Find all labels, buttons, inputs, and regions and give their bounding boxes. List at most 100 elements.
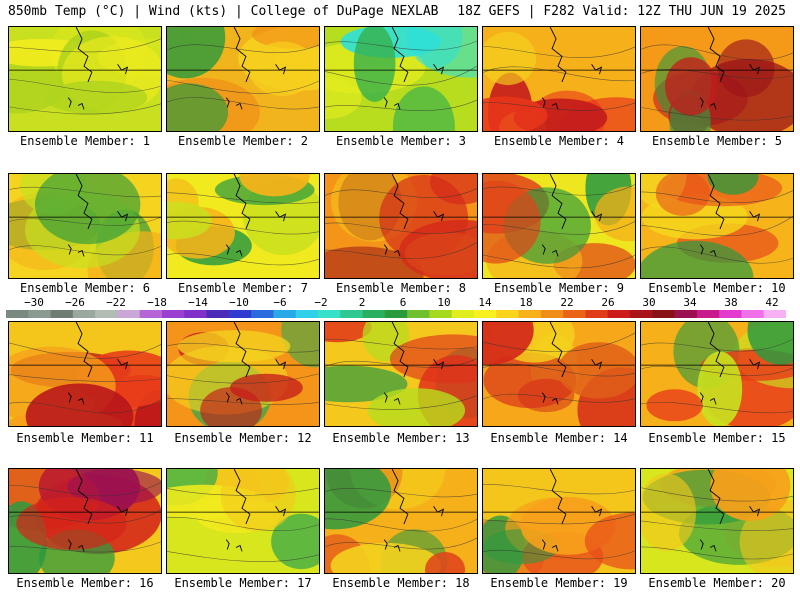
ensemble-map-10 bbox=[640, 173, 794, 279]
ensemble-member-label: Ensemble Member: 1 bbox=[19, 134, 151, 148]
ensemble-member-label: Ensemble Member: 7 bbox=[177, 281, 309, 295]
colorbar-swatch bbox=[585, 310, 609, 318]
temperature-field bbox=[641, 322, 793, 426]
colorbar-swatch bbox=[50, 310, 74, 318]
colorbar-swatch bbox=[28, 310, 52, 318]
temperature-field bbox=[9, 469, 161, 573]
colorbar-tick-label: 14 bbox=[478, 296, 492, 309]
ensemble-member-label: Ensemble Member: 14 bbox=[490, 431, 628, 445]
temperature-field bbox=[167, 27, 319, 131]
ensemble-member-label: Ensemble Member: 12 bbox=[174, 431, 312, 445]
colorbar-swatch bbox=[318, 310, 341, 318]
ensemble-member-label: Ensemble Member: 16 bbox=[16, 576, 154, 590]
ensemble-map-1 bbox=[8, 26, 162, 132]
ensemble-member-label: Ensemble Member: 19 bbox=[490, 576, 628, 590]
ensemble-member-label: Ensemble Member: 18 bbox=[332, 576, 470, 590]
temperature-field bbox=[167, 322, 319, 426]
colorbar-swatch bbox=[340, 310, 364, 318]
ensemble-member-label: Ensemble Member: 8 bbox=[335, 281, 467, 295]
temperature-field bbox=[167, 469, 319, 573]
ensemble-member-label: Ensemble Member: 4 bbox=[493, 134, 625, 148]
ensemble-map-9 bbox=[482, 173, 636, 279]
colorbar-swatch bbox=[95, 310, 118, 318]
colorbar-swatch bbox=[206, 310, 230, 318]
colorbar-swatch bbox=[228, 310, 252, 318]
temperature-field bbox=[641, 469, 793, 573]
colorbar-swatch bbox=[518, 310, 542, 318]
header-valid-time: 18Z GEFS | F282 Valid: 12Z THU JUN 19 20… bbox=[457, 4, 786, 19]
ensemble-map-2 bbox=[166, 26, 320, 132]
temperature-field bbox=[9, 27, 161, 131]
temperature-field bbox=[483, 469, 635, 573]
ensemble-member-label: Ensemble Member: 15 bbox=[648, 431, 786, 445]
colorbar-swatch bbox=[384, 310, 408, 318]
temperature-field bbox=[641, 27, 793, 131]
ensemble-map-8 bbox=[324, 173, 478, 279]
temperature-field bbox=[325, 27, 477, 131]
colorbar-tick-label: −22 bbox=[106, 296, 126, 309]
temperature-colorbar bbox=[6, 310, 786, 318]
ensemble-map-17 bbox=[166, 468, 320, 574]
colorbar-swatch bbox=[496, 310, 520, 318]
ensemble-member-label: Ensemble Member: 13 bbox=[332, 431, 470, 445]
colorbar-tick-label: −6 bbox=[273, 296, 287, 309]
colorbar-swatch bbox=[6, 310, 29, 318]
colorbar-swatch bbox=[251, 310, 274, 318]
ensemble-member-label: Ensemble Member: 6 bbox=[19, 281, 151, 295]
colorbar-swatch bbox=[652, 310, 676, 318]
colorbar-swatch bbox=[295, 310, 319, 318]
colorbar-swatch bbox=[139, 310, 163, 318]
ensemble-member-label: Ensemble Member: 20 bbox=[648, 576, 786, 590]
temperature-field bbox=[325, 322, 477, 426]
temperature-field bbox=[641, 174, 793, 278]
colorbar-swatch bbox=[607, 310, 631, 318]
ensemble-map-16 bbox=[8, 468, 162, 574]
ensemble-map-3 bbox=[324, 26, 478, 132]
ensemble-member-label: Ensemble Member: 3 bbox=[335, 134, 467, 148]
header-title: 850mb Temp (°C) | Wind (kts) | College o… bbox=[8, 4, 439, 19]
temperature-field bbox=[9, 322, 161, 426]
colorbar-tick-label: 22 bbox=[560, 296, 574, 309]
colorbar-swatch bbox=[273, 310, 297, 318]
ensemble-map-15 bbox=[640, 321, 794, 427]
colorbar-swatch bbox=[696, 310, 720, 318]
temperature-field bbox=[9, 174, 161, 278]
ensemble-member-label: Ensemble Member: 11 bbox=[16, 431, 154, 445]
colorbar-tick-label: −10 bbox=[229, 296, 249, 309]
colorbar-tick-label: −26 bbox=[65, 296, 85, 309]
ensemble-map-13 bbox=[324, 321, 478, 427]
temperature-field bbox=[483, 27, 635, 131]
colorbar-swatch bbox=[474, 310, 497, 318]
ensemble-member-label: Ensemble Member: 17 bbox=[174, 576, 312, 590]
colorbar-swatch bbox=[563, 310, 586, 318]
ensemble-map-11 bbox=[8, 321, 162, 427]
temperature-field bbox=[167, 174, 319, 278]
temperature-field bbox=[483, 322, 635, 426]
colorbar-tick-label: 2 bbox=[358, 296, 366, 309]
colorbar-swatch bbox=[630, 310, 653, 318]
ensemble-map-18 bbox=[324, 468, 478, 574]
ensemble-map-4 bbox=[482, 26, 636, 132]
colorbar-swatch bbox=[741, 310, 765, 318]
colorbar-swatch bbox=[763, 310, 786, 318]
ensemble-member-label: Ensemble Member: 10 bbox=[648, 281, 786, 295]
colorbar-tick-label: 10 bbox=[437, 296, 451, 309]
temperature-field bbox=[483, 174, 635, 278]
colorbar-swatch bbox=[451, 310, 475, 318]
ensemble-map-12 bbox=[166, 321, 320, 427]
colorbar-tick-label: −18 bbox=[147, 296, 167, 309]
colorbar-swatch bbox=[362, 310, 386, 318]
colorbar-swatch bbox=[674, 310, 698, 318]
colorbar-tick-label: 30 bbox=[642, 296, 656, 309]
colorbar-tick-label: 42 bbox=[765, 296, 779, 309]
colorbar-swatch bbox=[184, 310, 208, 318]
colorbar-tick-label: −14 bbox=[188, 296, 208, 309]
colorbar-tick-label: −2 bbox=[314, 296, 328, 309]
ensemble-map-19 bbox=[482, 468, 636, 574]
colorbar-swatch bbox=[72, 310, 96, 318]
colorbar-swatch bbox=[162, 310, 185, 318]
ensemble-member-label: Ensemble Member: 9 bbox=[493, 281, 625, 295]
ensemble-map-5 bbox=[640, 26, 794, 132]
colorbar-swatch bbox=[407, 310, 430, 318]
colorbar-tick-label: 34 bbox=[683, 296, 697, 309]
